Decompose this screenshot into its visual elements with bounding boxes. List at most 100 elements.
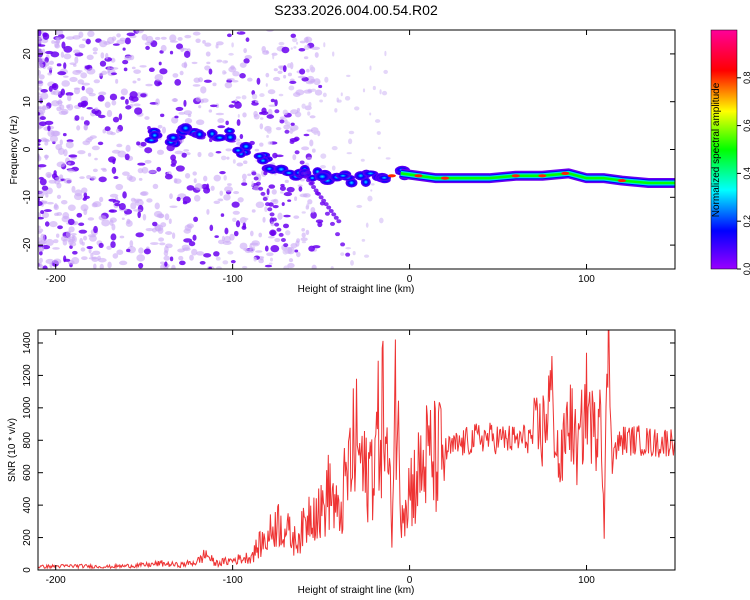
heatmap-speckle [78,43,86,49]
heatmap-speckle [148,170,157,174]
heatmap-speckle [224,227,229,235]
heatmap-speckle [313,78,321,86]
heatmap-speckle [83,192,88,198]
heatmap-speckle [44,120,54,126]
heatmap-speckle [228,52,234,56]
heatmap-speckle [111,166,117,174]
heatmap-speckle [56,194,62,200]
heatmap-streak [274,222,280,227]
snr-y-tick-label: 0 [22,567,33,573]
heatmap-speckle [224,81,233,89]
heatmap-speckle [384,50,387,57]
heatmap-speckle [267,89,276,95]
heatmap-speckle [54,40,60,48]
heatmap-speckle [125,98,129,105]
heatmap-speckle [60,51,65,58]
heatmap-speckle [189,254,194,261]
heatmap-speckle [47,125,51,132]
heatmap-speckle [121,217,125,220]
heatmap-speckle [118,203,126,211]
heatmap-speckle [210,185,215,191]
colorbar-tick-label: 0.6 [742,119,750,132]
heatmap-speckle [54,212,59,217]
heatmap-x-tick-label: 0 [407,274,413,285]
heatmap-speckle [279,191,284,194]
heatmap-hotspot [440,176,449,180]
heatmap-speckle [354,106,360,111]
heatmap-speckle [53,258,62,265]
heatmap-speckle [89,234,97,242]
heatmap-speckle [38,194,45,197]
heatmap-speckle [203,79,212,83]
heatmap-speckle [47,72,52,76]
heatmap-speckle [255,173,261,177]
heatmap-y-tick-label: -20 [22,237,33,252]
heatmap-streak [280,237,286,242]
heatmap-speckle [73,221,79,225]
heatmap-speckle [197,151,202,158]
heatmap-speckle [86,245,93,250]
heatmap-streak [313,188,319,193]
heatmap-speckle [160,113,165,118]
heatmap-speckle [38,48,43,55]
heatmap-speckle [215,150,222,154]
snr-x-axis-label: Height of straight line (km) [298,585,415,596]
heatmap-speckle [331,165,336,171]
heatmap-speckle [108,156,117,163]
heatmap-speckle [46,187,53,195]
heatmap-speckle [264,264,273,268]
heatmap-speckle [62,133,67,137]
heatmap-speckle [243,160,248,165]
heatmap-speckle [87,30,95,38]
snr-y-tick-label: 1000 [22,396,33,419]
heatmap-speckle [186,185,195,191]
heatmap-speckle [129,91,138,99]
heatmap-speckle [311,148,316,153]
heatmap-streak [323,202,329,207]
heatmap-speckle [38,201,43,207]
heatmap-speckle [231,80,239,83]
heatmap-ridge-blob [149,130,161,140]
heatmap-speckle [244,54,253,60]
heatmap-speckle [299,40,306,44]
heatmap-speckle [239,73,246,79]
heatmap-speckle [272,76,281,81]
heatmap-streak [316,191,322,196]
heatmap-speckle [294,196,298,202]
heatmap-speckle [84,65,91,70]
heatmap-speckle [45,171,52,178]
heatmap-speckle [38,74,45,80]
heatmap-speckle [45,238,54,247]
heatmap-speckle [274,99,278,107]
heatmap-speckle [44,154,48,161]
heatmap-speckle [289,128,294,134]
heatmap-speckle [214,235,219,238]
heatmap-speckle [122,47,126,51]
heatmap-y-tick-label: 10 [22,96,33,108]
heatmap-ridge-blob [314,171,330,182]
heatmap-speckle [39,257,43,263]
heatmap-speckle [301,146,310,151]
heatmap-speckle [63,178,73,184]
heatmap-speckle [196,251,205,256]
heatmap-speckle [320,165,326,169]
heatmap-speckle [163,255,170,261]
heatmap-speckle [129,240,134,248]
heatmap-speckle [38,95,43,101]
heatmap-speckle [272,204,279,209]
colorbar-label: Normalized spectral amplitude [711,82,722,217]
heatmap-speckle [171,116,179,124]
heatmap-speckle [230,65,235,70]
heatmap-speckle [307,199,313,205]
heatmap-speckle [322,92,327,98]
heatmap-speckle [82,38,87,42]
heatmap-streak [333,215,339,220]
heatmap-speckle [361,238,366,242]
snr-y-tick-label: 1200 [22,364,33,387]
heatmap-speckle [270,244,280,253]
heatmap-speckle [126,248,131,253]
heatmap-speckle [160,36,167,40]
heatmap-speckle [91,145,100,151]
heatmap-speckle [137,78,141,81]
